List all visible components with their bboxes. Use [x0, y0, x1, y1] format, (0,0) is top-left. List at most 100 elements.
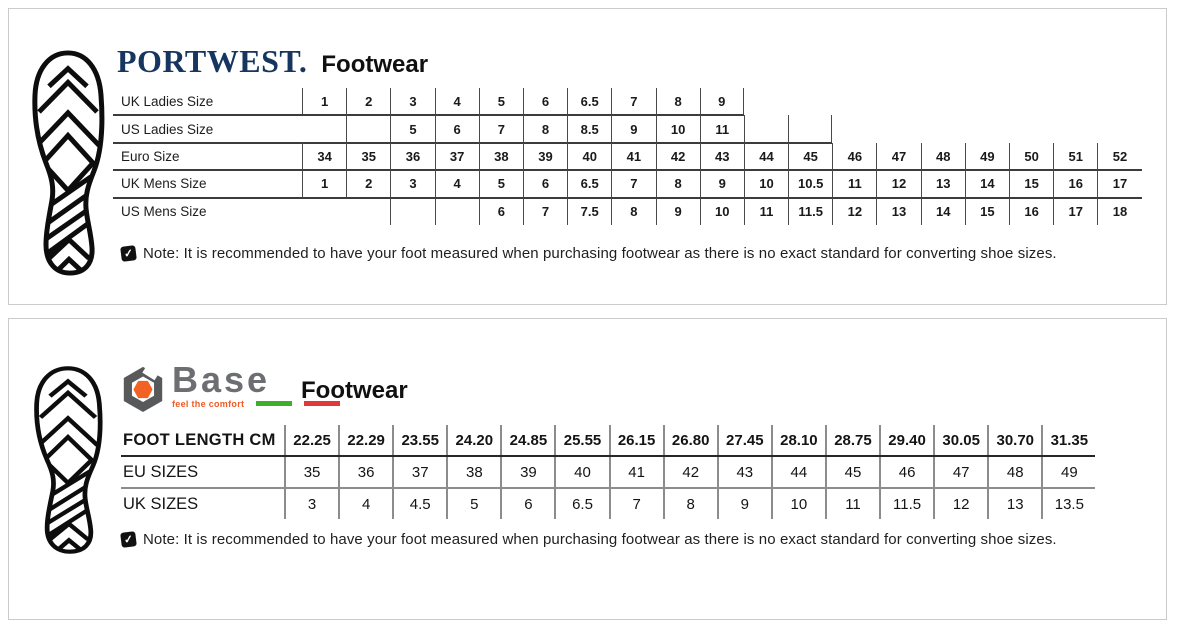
size-cell: 13 [876, 197, 920, 225]
size-cell: 41 [611, 142, 655, 171]
size-cell: 8 [655, 170, 700, 198]
size-cell: 10.5 [788, 170, 832, 198]
size-cell: 17 [1053, 197, 1097, 225]
size-cell: 7.5 [567, 197, 611, 225]
size-cell: 18 [1097, 197, 1141, 225]
size-cell: 9 [699, 170, 744, 198]
size-cell: 1 [302, 170, 346, 198]
size-cell: 35 [346, 142, 390, 171]
size-cell: 31.35 [1041, 425, 1095, 455]
size-cell [434, 197, 479, 225]
size-cell: 14 [964, 170, 1009, 198]
size-cell [1097, 115, 1141, 142]
size-cell: 34 [302, 142, 346, 171]
checked-note-icon: ✓ [120, 531, 137, 548]
size-cell: 5 [446, 489, 500, 519]
size-cell: 4.5 [392, 489, 446, 519]
size-table-row: EU SIZES 35 36 37 38 39 40 41 42 43 44 45 46 47 48 49 [121, 457, 1096, 489]
size-cell: 43 [716, 457, 771, 487]
size-cell: 5 [478, 170, 523, 198]
row-underline [113, 169, 1142, 172]
size-cell: 41 [608, 457, 663, 487]
size-cell [302, 198, 346, 225]
size-cell: 11 [699, 115, 744, 143]
row-label: Euro Size [121, 148, 180, 164]
size-cell [832, 115, 876, 142]
size-cell [921, 88, 965, 115]
size-cell: 48 [920, 142, 965, 171]
size-cell: 6 [478, 197, 523, 225]
size-cell: 46 [879, 457, 933, 487]
size-cell: 3 [390, 88, 434, 116]
size-cell: 8 [655, 88, 700, 116]
size-cell: 9 [611, 115, 655, 143]
size-cell: 49 [964, 142, 1009, 171]
size-table-row: UK SIZES 3 4 4.5 5 6 6.5 7 8 9 10 11 11.5 12 13 13.5 [121, 489, 1095, 519]
footwear-title: Footwear [321, 51, 429, 78]
size-cell: 11 [743, 197, 788, 225]
size-cell: 38 [478, 142, 523, 171]
row-label: US Mens Size [121, 203, 207, 219]
size-cell [1009, 115, 1053, 142]
size-cell [788, 88, 832, 115]
size-cell: 45 [788, 142, 832, 171]
size-cell: 2 [346, 170, 390, 198]
size-cell: 39 [522, 142, 567, 171]
size-cell: 48 [987, 457, 1041, 487]
size-cell: 17 [1097, 170, 1141, 198]
size-cell: 6 [434, 115, 479, 143]
size-cell: 13 [920, 170, 965, 198]
size-cell: 37 [434, 142, 479, 171]
size-cell [1053, 115, 1097, 142]
size-cell: 29.40 [879, 425, 933, 455]
size-cell: 6.5 [567, 88, 611, 116]
size-cell [744, 88, 788, 115]
size-cell: 3 [390, 170, 434, 198]
size-cell: 26.15 [608, 425, 663, 455]
size-cell: 43 [699, 142, 744, 171]
footwear-title: Footwear [301, 377, 408, 404]
size-table-row: UK Ladies Size 1 2 3 4 5 6 6.5 7 8 9 [113, 88, 1142, 117]
portwest-size-chart-panel: PORTWEST. Footwear UK Ladies Size 1 2 3 4 5 6 6… [8, 8, 1167, 305]
size-cell [876, 88, 920, 115]
row-label: UK SIZES [123, 494, 199, 513]
size-cell: 7 [522, 197, 567, 225]
size-cell: 13 [987, 489, 1041, 519]
size-cell: 9 [655, 197, 700, 225]
size-cell: 4 [338, 489, 392, 519]
size-cell: 7 [611, 88, 655, 116]
size-cell: 8.5 [567, 115, 611, 143]
size-cell [743, 115, 788, 143]
size-cell: 42 [655, 142, 700, 171]
green-flag-bar [256, 401, 293, 407]
size-cell: 37 [392, 457, 446, 487]
size-cell: 36 [390, 142, 434, 171]
size-cell: 14 [920, 197, 965, 225]
size-cell: 12 [933, 489, 987, 519]
size-cell: 10 [655, 115, 700, 143]
portwest-note: ✓ Note: It is recommended to have your f… [120, 245, 1057, 262]
row-underline [113, 196, 1142, 199]
size-cell [1009, 88, 1053, 115]
size-cell: 7 [608, 489, 663, 519]
size-table-row: FOOT LENGTH CM 22.25 22.29 23.55 24.20 24.85 2… [121, 425, 1096, 457]
size-cell: 10 [699, 197, 744, 225]
size-cell [1053, 88, 1097, 115]
row-label: UK Mens Size [121, 176, 207, 192]
size-cell: 16 [1053, 170, 1097, 198]
size-cell [788, 115, 833, 143]
size-cell: 52 [1097, 142, 1141, 171]
size-cell: 28.75 [824, 425, 879, 455]
base-logo-text: Base [172, 359, 271, 400]
size-cell: 15 [964, 197, 1009, 225]
boot-sole-print-icon [32, 50, 105, 276]
size-cell: 27.45 [716, 425, 771, 455]
size-cell: 25.55 [554, 425, 608, 455]
size-cell: 26.80 [662, 425, 717, 455]
size-cell: 2 [346, 88, 390, 116]
row-label: US Ladies Size [121, 121, 214, 137]
checked-note-icon: ✓ [120, 245, 137, 262]
size-cell: 42 [662, 457, 717, 487]
size-cell: 6.5 [554, 489, 608, 519]
row-label: FOOT LENGTH CM [123, 430, 276, 449]
